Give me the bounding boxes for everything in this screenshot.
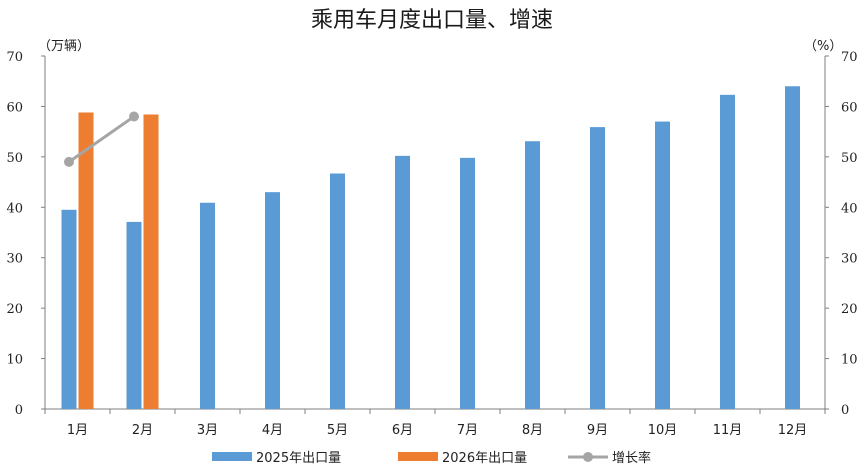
left-tick-label: 0: [15, 403, 23, 418]
x-tick-label: 7月: [457, 423, 478, 438]
x-tick-labels: 1月 2月 3月 4月 5月 6月 7月 8月 9月 10月 11月 12月: [67, 423, 807, 438]
left-tick-label: 40: [6, 201, 23, 216]
x-tick-label: 3月: [197, 423, 218, 438]
x-tick-label: 9月: [587, 423, 608, 438]
left-axis-unit: （万辆）: [38, 39, 90, 54]
right-tick-label: 50: [841, 151, 858, 166]
x-tick-label: 2月: [132, 423, 153, 438]
right-tick-label: 10: [841, 353, 858, 368]
growth-line: [64, 111, 139, 167]
x-tick-label: 4月: [262, 423, 283, 438]
x-tick-label: 1月: [67, 423, 88, 438]
left-tick-label: 70: [6, 50, 23, 65]
right-tick-label: 20: [841, 302, 858, 317]
left-tick-label: 60: [6, 100, 23, 115]
legend-swatch: [398, 452, 438, 461]
legend: 2025年出口量 2026年出口量 增长率: [212, 450, 651, 466]
bar-2026: [78, 112, 94, 409]
bars: [61, 86, 800, 410]
left-tick-label: 20: [6, 302, 23, 317]
legend-swatch: [212, 452, 252, 461]
growth-line-path: [68, 115, 135, 164]
x-tick-label: 8月: [522, 423, 543, 438]
bar-2025: [61, 209, 77, 409]
bar-2025: [330, 173, 345, 409]
x-tick-label: 5月: [327, 423, 348, 438]
chart-title: 乘用车月度出口量、增速: [311, 8, 553, 33]
right-tick-label: 0: [841, 403, 849, 418]
growth-point: [64, 156, 74, 167]
x-tick-label: 6月: [392, 423, 413, 438]
legend-label: 2026年出口量: [442, 451, 527, 466]
bar-2025: [655, 121, 670, 410]
bar-2025: [590, 127, 605, 410]
bar-2025: [200, 202, 215, 409]
bar-2025: [126, 221, 142, 409]
right-tick-label: 40: [841, 201, 858, 216]
bar-2025: [265, 192, 280, 409]
bar-2025: [525, 141, 540, 409]
right-tick-label: 30: [841, 252, 858, 267]
axes: 0 0 10 10 20 20 30 30 40 40 50 50 60 60 70 70: [6, 50, 857, 418]
left-tick-label: 50: [6, 151, 23, 166]
legend-label: 2025年出口量: [256, 451, 341, 466]
bar-2025: [785, 86, 800, 409]
bar-2025: [460, 157, 475, 409]
left-tick-label: 10: [6, 353, 23, 368]
left-tick-label: 30: [6, 252, 23, 267]
bar-2025: [395, 155, 410, 409]
right-tick-label: 60: [841, 100, 858, 115]
x-tick-label: 11月: [713, 423, 743, 438]
x-tick-label: 10月: [648, 423, 678, 438]
legend-swatch-marker: [583, 452, 593, 462]
right-axis-unit: （%）: [804, 39, 842, 54]
x-tick-label: 12月: [778, 423, 808, 438]
right-tick-label: 70: [841, 50, 858, 65]
legend-label: 增长率: [612, 450, 651, 466]
bar-2025: [720, 94, 735, 409]
growth-point: [129, 111, 139, 122]
bar-2026: [143, 114, 159, 410]
